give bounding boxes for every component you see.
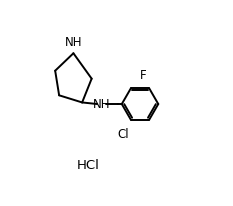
Text: NH: NH (93, 98, 110, 111)
Text: NH: NH (65, 36, 82, 49)
Text: F: F (140, 69, 146, 82)
Text: Cl: Cl (118, 128, 129, 141)
Text: HCl: HCl (76, 159, 99, 172)
